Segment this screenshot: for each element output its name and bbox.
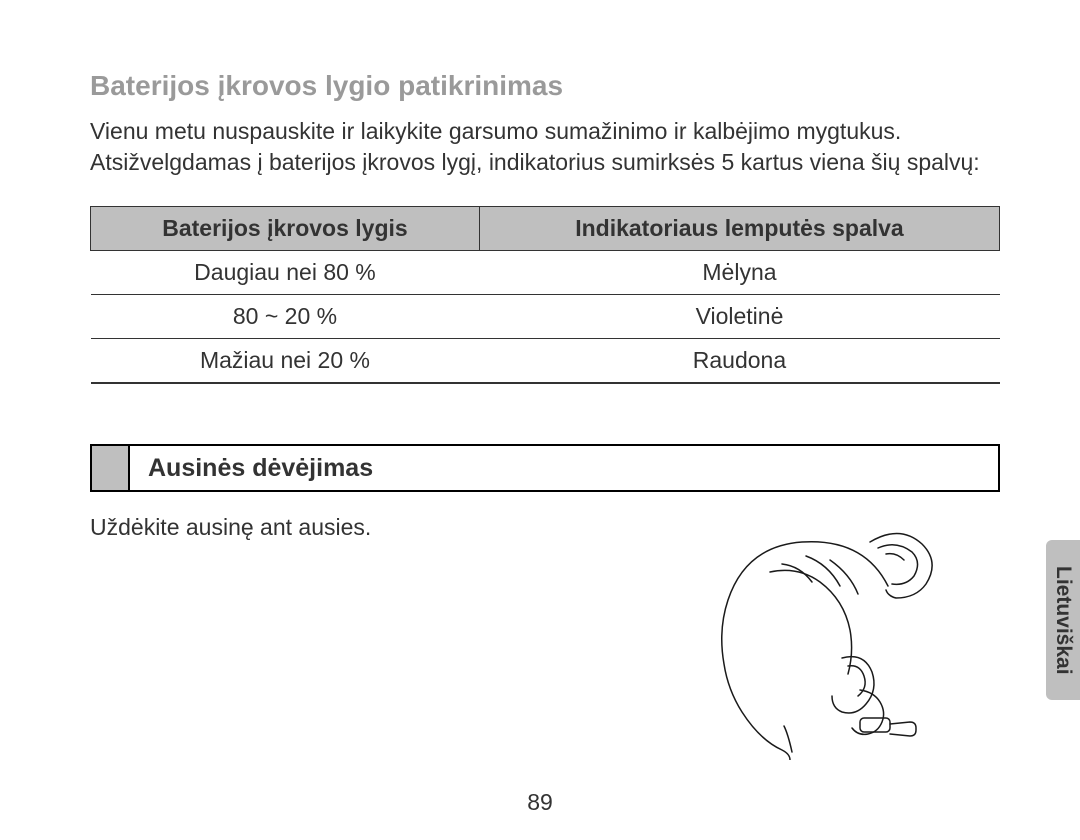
language-label: Lietuviškai [1051, 566, 1075, 675]
section-title: Ausinės dėvėjimas [130, 446, 373, 490]
table-cell: Mėlyna [479, 251, 999, 295]
table-cell: 80 ~ 20 % [91, 295, 480, 339]
section-title-tab [92, 446, 130, 490]
table-cell: Mažiau nei 20 % [91, 339, 480, 384]
table-header-row: Baterijos įkrovos lygis Indikatoriaus le… [91, 207, 1000, 251]
section-heading: Baterijos įkrovos lygio patikrinimas [90, 70, 1000, 102]
section-title-bar: Ausinės dėvėjimas [90, 444, 1000, 492]
table-row: 80 ~ 20 % Violetinė [91, 295, 1000, 339]
headset-illustration [710, 520, 960, 760]
table-cell: Raudona [479, 339, 999, 384]
manual-page: Baterijos įkrovos lygio patikrinimas Vie… [0, 0, 1080, 840]
table-header-cell: Baterijos įkrovos lygis [91, 207, 480, 251]
intro-paragraph: Vienu metu nuspauskite ir laikykite gars… [90, 116, 1000, 178]
table-cell: Daugiau nei 80 % [91, 251, 480, 295]
table-row: Daugiau nei 80 % Mėlyna [91, 251, 1000, 295]
language-side-tab: Lietuviškai [1046, 540, 1080, 700]
page-number: 89 [527, 789, 553, 816]
table-row: Mažiau nei 20 % Raudona [91, 339, 1000, 384]
table-cell: Violetinė [479, 295, 999, 339]
table-header-cell: Indikatoriaus lemputės spalva [479, 207, 999, 251]
battery-level-table: Baterijos įkrovos lygis Indikatoriaus le… [90, 206, 1000, 384]
